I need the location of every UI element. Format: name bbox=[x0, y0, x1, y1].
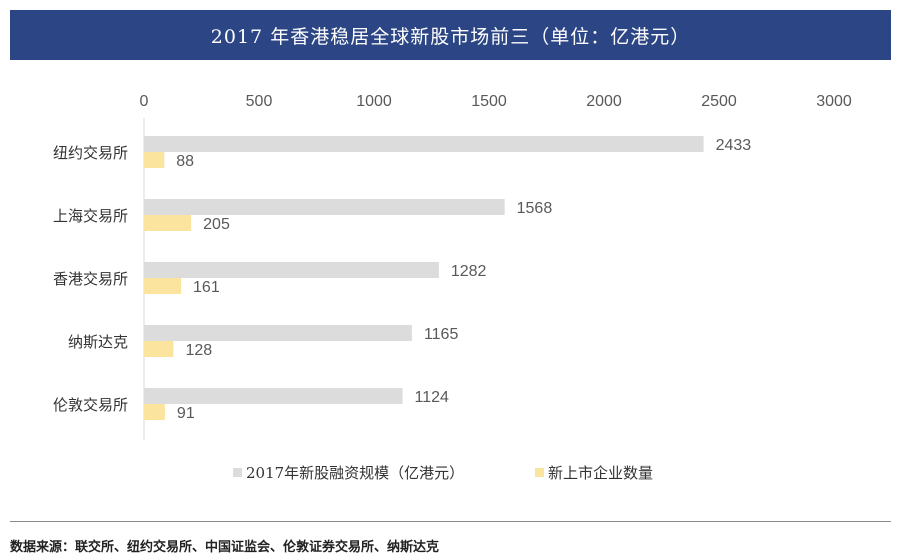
category-label: 香港交易所 bbox=[53, 270, 128, 288]
bar-chart: 0 500 1000 1500 2000 2500 3000 纽约交易所 2433 88 上海交易所… bbox=[53, 93, 852, 482]
x-tick-label: 500 bbox=[246, 93, 273, 110]
legend-label: 2017年新股融资规模（亿港元） bbox=[246, 464, 464, 482]
category-label: 伦敦交易所 bbox=[53, 396, 128, 414]
category-label: 纳斯达克 bbox=[68, 333, 128, 351]
x-tick-label: 1000 bbox=[356, 93, 392, 110]
data-label: 205 bbox=[203, 216, 230, 233]
legend-label: 新上市企业数量 bbox=[548, 464, 653, 482]
data-label: 2433 bbox=[716, 137, 752, 154]
bar bbox=[144, 404, 165, 420]
bar bbox=[144, 199, 505, 215]
x-tick-label: 3000 bbox=[816, 93, 852, 110]
data-label: 161 bbox=[193, 279, 220, 296]
data-label: 88 bbox=[176, 153, 194, 170]
bar bbox=[144, 278, 182, 294]
legend-swatch bbox=[233, 468, 242, 477]
data-label: 1165 bbox=[424, 326, 459, 343]
bar bbox=[144, 152, 165, 168]
source-divider bbox=[10, 521, 891, 522]
data-source: 数据来源：联交所、纽约交易所、中国证监会、伦敦证券交易所、纳斯达克 bbox=[10, 540, 440, 555]
data-label: 128 bbox=[185, 342, 212, 359]
x-tick-label: 1500 bbox=[471, 93, 507, 110]
category-label: 上海交易所 bbox=[53, 207, 128, 225]
bar bbox=[144, 215, 192, 231]
x-tick-label: 2000 bbox=[586, 93, 622, 110]
data-label: 1124 bbox=[415, 389, 450, 406]
bar bbox=[144, 136, 704, 152]
bar bbox=[144, 262, 439, 278]
x-tick-label: 0 bbox=[140, 93, 149, 110]
data-label: 1568 bbox=[517, 200, 553, 217]
data-label: 1282 bbox=[451, 263, 487, 280]
category-label: 纽约交易所 bbox=[53, 144, 128, 162]
chart-title: 2017 年香港稳居全球新股市场前三（单位：亿港元） bbox=[10, 10, 891, 60]
bar bbox=[144, 325, 412, 341]
bar bbox=[144, 388, 403, 404]
data-label: 91 bbox=[177, 405, 195, 422]
bar bbox=[144, 341, 174, 357]
legend-swatch bbox=[535, 468, 544, 477]
x-tick-label: 2500 bbox=[701, 93, 737, 110]
